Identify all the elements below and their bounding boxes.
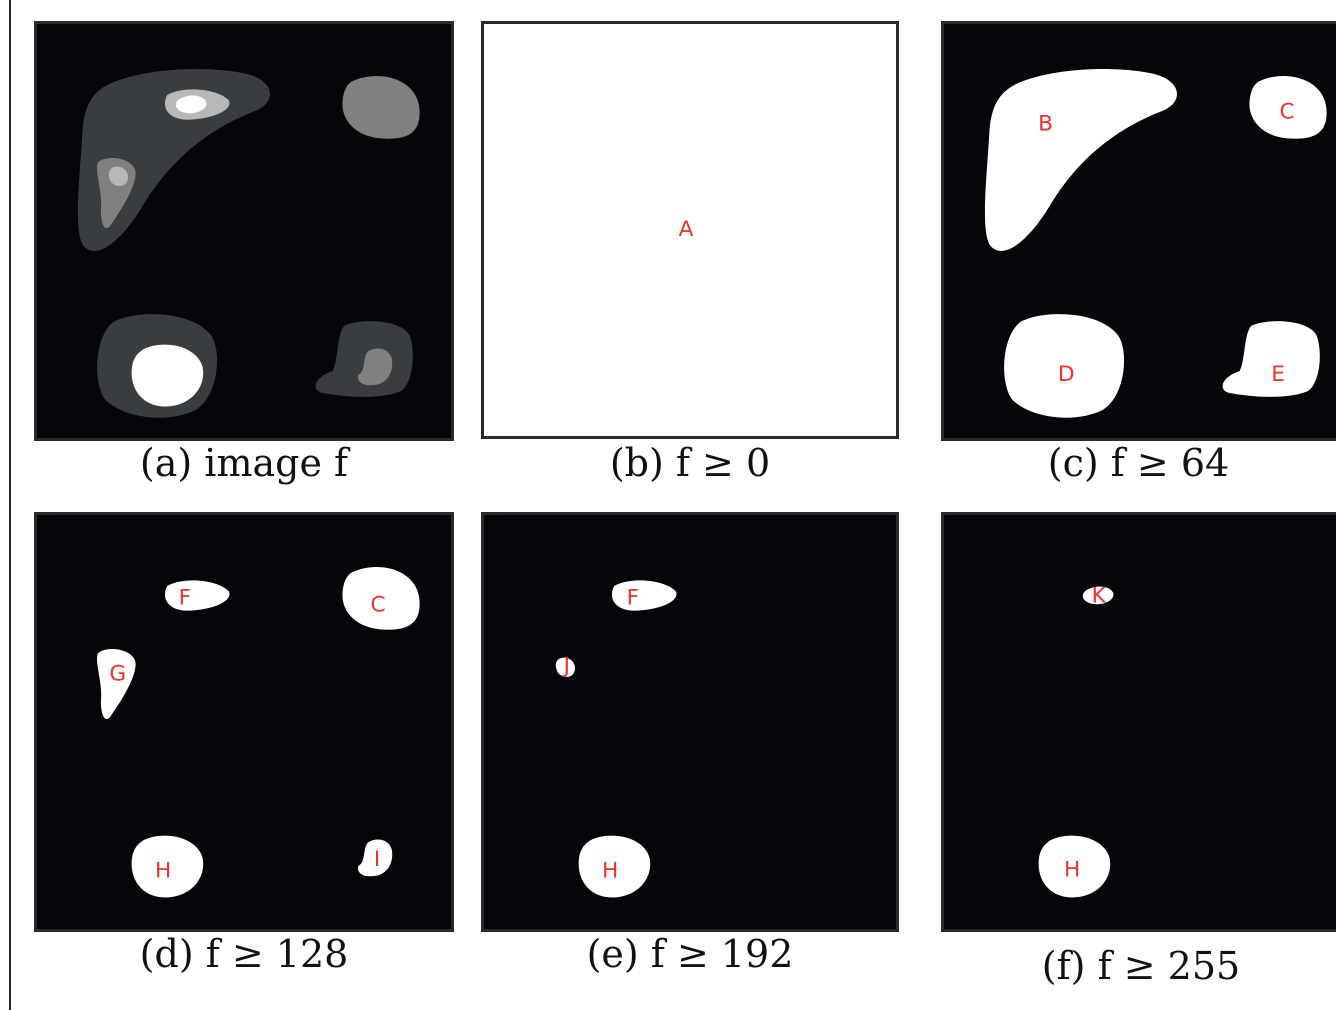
- caption-panel-a: (a) image f: [139, 441, 349, 485]
- region-i: [358, 839, 393, 877]
- region-c: [1249, 75, 1327, 139]
- threshold-c-graphic: B C D E: [984, 69, 1327, 418]
- threshold-f-graphic: K H: [1038, 584, 1114, 898]
- region-j: [555, 657, 575, 677]
- region-c: [342, 566, 420, 630]
- region-f: [164, 580, 230, 611]
- region-f: [611, 580, 677, 611]
- blob-i-level-128: [358, 348, 393, 386]
- region-g: [97, 648, 136, 720]
- caption-panel-b: (b) f ≥ 0: [609, 441, 771, 485]
- region-e: [1222, 321, 1320, 397]
- region-label: F: [627, 586, 639, 611]
- caption-panel-e: (e) f ≥ 192: [586, 932, 794, 976]
- region-h: [1038, 835, 1111, 898]
- region-label: A: [679, 217, 694, 242]
- region-label: G: [109, 662, 126, 687]
- region-label: I: [374, 847, 380, 872]
- caption-panel-d: (d) f ≥ 128: [139, 932, 349, 976]
- region-label: D: [1058, 362, 1075, 387]
- region-label: C: [1279, 100, 1294, 125]
- region-label: H: [155, 859, 171, 884]
- region-b: [984, 69, 1178, 251]
- region-label: E: [1271, 362, 1285, 387]
- region-label: C: [370, 593, 385, 618]
- threshold-d-graphic: F C G H I: [97, 566, 420, 898]
- threshold-e-graphic: F J H: [555, 580, 677, 898]
- panel-e-threshold: F J H: [481, 512, 899, 932]
- caption-panel-f: (f) f ≥ 255: [1041, 944, 1241, 988]
- region-h: [131, 835, 204, 898]
- panel-c-threshold: B C D E: [941, 21, 1336, 441]
- image-f-graphic: [77, 69, 420, 418]
- panel-f-threshold: K H: [941, 512, 1336, 932]
- region-label: K: [1092, 584, 1107, 609]
- threshold-b-graphic: A: [679, 217, 694, 242]
- blob-e-level-64: [315, 321, 413, 397]
- blob-h-level-255: [131, 344, 204, 407]
- panel-a-image: [34, 21, 454, 441]
- region-label: J: [562, 654, 570, 679]
- panel-b-threshold: A: [481, 21, 899, 439]
- region-label: B: [1038, 111, 1053, 136]
- region-d: [1004, 314, 1125, 418]
- blob-b-level-64: [77, 69, 271, 251]
- panel-d-threshold: F C G H I: [34, 512, 454, 932]
- left-margin-rule: [9, 0, 11, 1010]
- blob-c-level-128: [342, 75, 420, 139]
- region-label: F: [179, 586, 191, 611]
- region-label: H: [602, 859, 618, 884]
- blob-k-level-255: [175, 95, 207, 114]
- region-k: [1082, 586, 1114, 605]
- caption-panel-c: (c) f ≥ 64: [1047, 441, 1230, 485]
- blob-j-level-192: [108, 166, 128, 186]
- region-label: H: [1064, 858, 1080, 883]
- region-h: [578, 835, 651, 898]
